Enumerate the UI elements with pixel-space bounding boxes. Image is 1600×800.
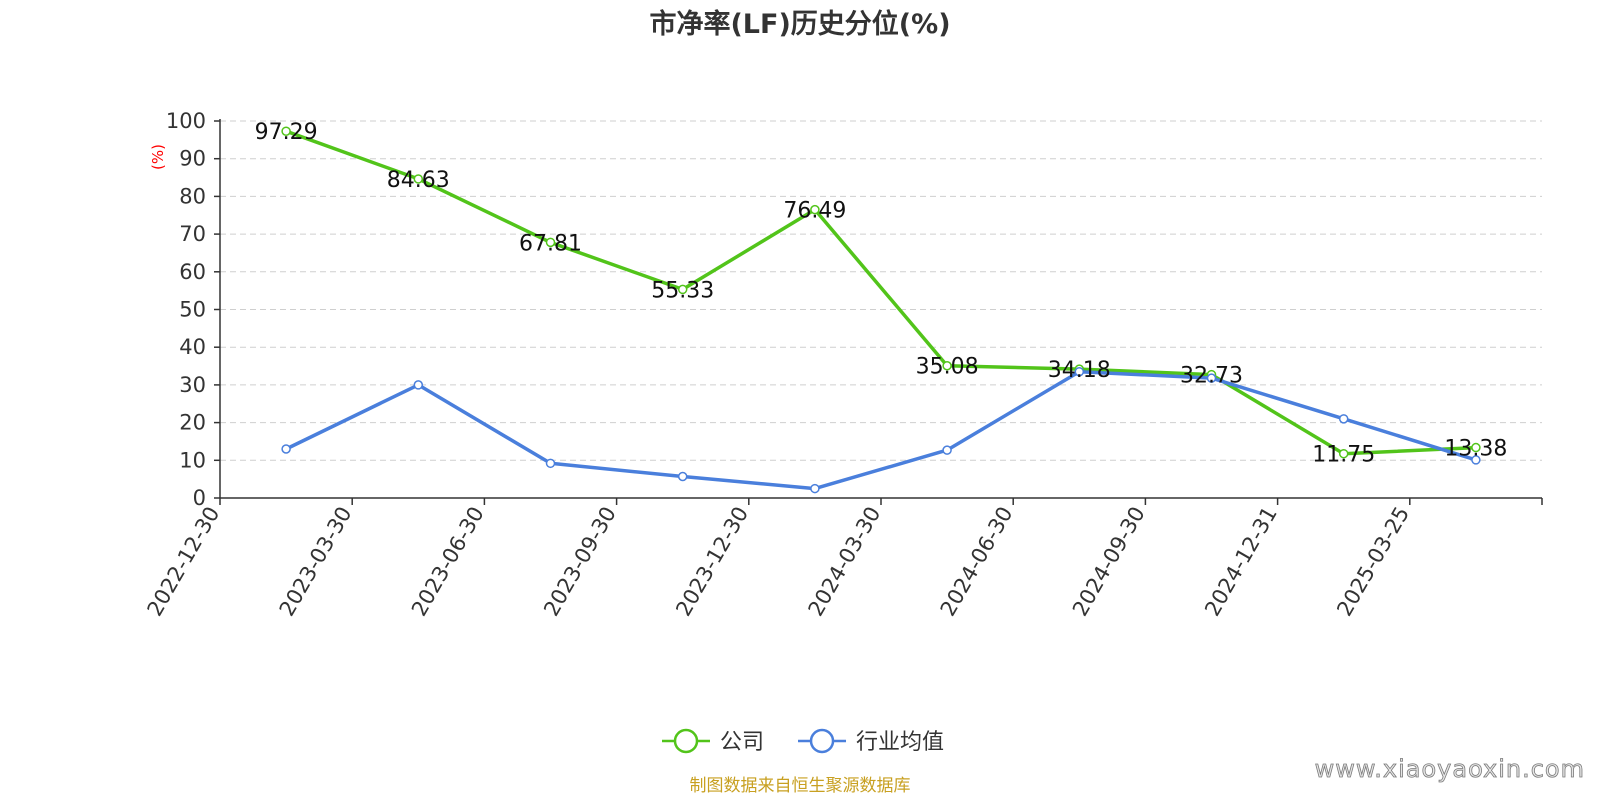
data-label: 84.63 xyxy=(387,168,450,193)
legend[interactable]: 公司 行业均值 xyxy=(662,728,944,755)
data-point-0 xyxy=(1338,448,1349,459)
x-tick-label: 2024-12-31 xyxy=(1200,503,1282,621)
data-point-1 xyxy=(1338,414,1349,424)
legend-label-0: 公司 xyxy=(720,730,764,755)
y-tick-label: 80 xyxy=(179,184,206,208)
legend-marker-0 xyxy=(673,728,699,754)
data-label: 55.33 xyxy=(651,278,714,303)
x-tick-label: 2023-03-30 xyxy=(275,503,357,621)
y-axis-label: (%) xyxy=(149,144,167,170)
y-tick-label: 70 xyxy=(179,222,206,246)
legend-label-1: 行业均值 xyxy=(856,730,944,755)
data-labels: 97.29 84.63 67.81 55.33 76.49 35.08 34.18 32.73… xyxy=(255,120,1508,467)
data-point-1 xyxy=(1471,455,1481,465)
data-point-0 xyxy=(413,174,424,184)
data-point-0 xyxy=(545,237,556,248)
data-point-1 xyxy=(1074,366,1085,377)
axes: 0 10 20 30 40 50 60 70 80 90 100 2022-12-30 2023-03-… xyxy=(143,109,1543,621)
data-label: 34.18 xyxy=(1048,358,1111,383)
data-point-1 xyxy=(413,380,424,390)
y-tick-label: 20 xyxy=(179,411,206,435)
data-label: 76.49 xyxy=(783,199,846,224)
gridlines xyxy=(220,120,1542,461)
x-tick-label: 2023-12-30 xyxy=(671,503,753,621)
data-point-0 xyxy=(942,360,952,371)
series-line-1 xyxy=(285,369,1477,491)
data-point-1 xyxy=(281,444,291,454)
data-point-1 xyxy=(810,483,820,494)
y-tick-label: 100 xyxy=(166,109,206,133)
x-tick-label: 2023-06-30 xyxy=(407,503,489,621)
data-label: 11.75 xyxy=(1312,443,1375,468)
x-tick-label: 2024-06-30 xyxy=(936,502,1018,620)
series-points xyxy=(281,126,1481,494)
y-tick-label: 30 xyxy=(179,373,206,397)
data-label: 13.38 xyxy=(1444,437,1507,462)
data-point-0 xyxy=(281,126,291,136)
x-tick-label: 2024-03-30 xyxy=(804,503,886,621)
data-source-note: 制图数据来自恒生聚源数据库 xyxy=(690,776,911,796)
chart-title: 市净率(LF)历史分位(%) xyxy=(649,8,950,40)
data-point-1 xyxy=(1206,373,1217,383)
y-tick-label: 90 xyxy=(179,147,206,171)
data-label: 32.73 xyxy=(1180,364,1243,389)
data-point-1 xyxy=(545,458,556,469)
x-tick-label: 2024-09-30 xyxy=(1068,503,1150,621)
data-label: 35.08 xyxy=(916,355,979,380)
x-tick-label: 2025-03-25 xyxy=(1332,503,1414,621)
y-tick-label: 10 xyxy=(179,448,206,472)
y-tick-label: 0 xyxy=(193,486,206,510)
data-label: 97.29 xyxy=(255,120,318,145)
x-tick-label: 2022-12-30 xyxy=(143,503,225,621)
legend-marker-1 xyxy=(809,728,835,754)
data-point-1 xyxy=(677,471,688,482)
data-point-0 xyxy=(677,284,688,295)
y-tick-label: 50 xyxy=(179,298,206,322)
x-tick-label: 2023-09-30 xyxy=(539,503,621,621)
y-tick-label: 40 xyxy=(179,335,206,359)
data-point-0 xyxy=(1471,442,1481,453)
data-point-1 xyxy=(942,445,952,455)
series-line-0 xyxy=(285,129,1476,456)
series-lines xyxy=(285,129,1477,491)
data-label: 67.81 xyxy=(519,231,582,256)
watermark: www.xiaoyaoxin.com xyxy=(1315,755,1585,783)
y-tick-label: 60 xyxy=(179,260,206,284)
data-point-0 xyxy=(810,204,820,215)
